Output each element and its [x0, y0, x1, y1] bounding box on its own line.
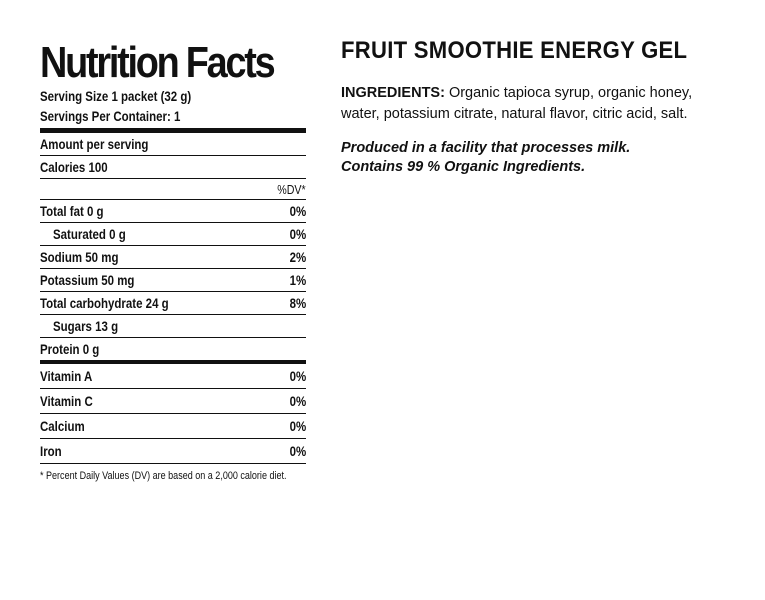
nutrient-label: Potassium 50 mg: [40, 272, 135, 288]
nutrient-row-potassium: Potassium 50 mg 1%: [40, 269, 306, 292]
nutrient-dv: 8%: [289, 295, 306, 311]
nutrient-label: Sodium 50 mg: [40, 249, 119, 265]
nutrient-label: Protein 0 g: [40, 341, 100, 357]
vitamin-label: Iron: [40, 443, 62, 459]
calories-label: Calories 100: [40, 159, 108, 175]
vitamin-dv: 0%: [289, 368, 306, 384]
ingredients-label: INGREDIENTS:: [341, 85, 445, 101]
divider-thick: [40, 128, 306, 133]
nutrient-row-saturated: Saturated 0 g 0%: [40, 223, 306, 246]
nutrient-row-total-carbohydrate: Total carbohydrate 24 g 8%: [40, 292, 306, 315]
divider-medium: [40, 360, 306, 364]
vitamin-row-a: Vitamin A 0%: [40, 364, 306, 389]
ingredients-block: INGREDIENTS: Organic tapioca syrup, orga…: [341, 83, 731, 124]
vitamin-label: Vitamin A: [40, 368, 93, 384]
allergen-note: Produced in a facility that processes mi…: [341, 139, 731, 176]
nutrition-facts-title: Nutrition Facts: [40, 38, 276, 87]
vitamin-row-iron: Iron 0%: [40, 439, 306, 464]
nutrient-dv: 1%: [289, 272, 306, 288]
nutrition-facts-panel: Nutrition Facts Serving Size 1 packet (3…: [40, 40, 306, 482]
dv-header: %DV*: [277, 181, 306, 197]
nutrient-row-sodium: Sodium 50 mg 2%: [40, 246, 306, 269]
nutrient-label: Saturated 0 g: [53, 226, 126, 242]
nutrient-row-protein: Protein 0 g: [40, 338, 306, 360]
amount-per-serving-label: Amount per serving: [40, 136, 149, 152]
nutrient-dv: 0%: [289, 203, 306, 219]
product-info: FRUIT SMOOTHIE ENERGY GEL INGREDIENTS: O…: [341, 36, 731, 176]
amount-per-serving-row: Amount per serving: [40, 133, 306, 156]
vitamin-dv: 0%: [289, 393, 306, 409]
product-title: FRUIT SMOOTHIE ENERGY GEL: [341, 37, 688, 64]
ingredients-text: Organic tapioca syrup, organic honey, wa…: [341, 85, 693, 122]
vitamin-dv: 0%: [289, 443, 306, 459]
servings-per-container: Servings Per Container: 1: [40, 108, 181, 124]
nutrient-row-sugars: Sugars 13 g: [40, 315, 306, 338]
facility-note: Produced in a facility that processes mi…: [341, 140, 631, 156]
dv-footnote: * Percent Daily Values (DV) are based on…: [40, 470, 287, 482]
dv-header-row: %DV*: [40, 179, 306, 200]
nutrient-dv: 0%: [289, 226, 306, 242]
nutrient-label: Sugars 13 g: [53, 318, 119, 334]
calories-row: Calories 100: [40, 156, 306, 179]
vitamin-label: Calcium: [40, 418, 85, 434]
nutrient-label: Total carbohydrate 24 g: [40, 295, 169, 311]
nutrient-row-total-fat: Total fat 0 g 0%: [40, 200, 306, 223]
nutrient-dv: 2%: [289, 249, 306, 265]
vitamin-row-calcium: Calcium 0%: [40, 414, 306, 439]
vitamin-label: Vitamin C: [40, 393, 93, 409]
nutrient-label: Total fat 0 g: [40, 203, 104, 219]
vitamin-row-c: Vitamin C 0%: [40, 389, 306, 414]
vitamin-dv: 0%: [289, 418, 306, 434]
organic-note: Contains 99 % Organic Ingredients.: [341, 158, 586, 175]
serving-size: Serving Size 1 packet (32 g): [40, 88, 192, 104]
